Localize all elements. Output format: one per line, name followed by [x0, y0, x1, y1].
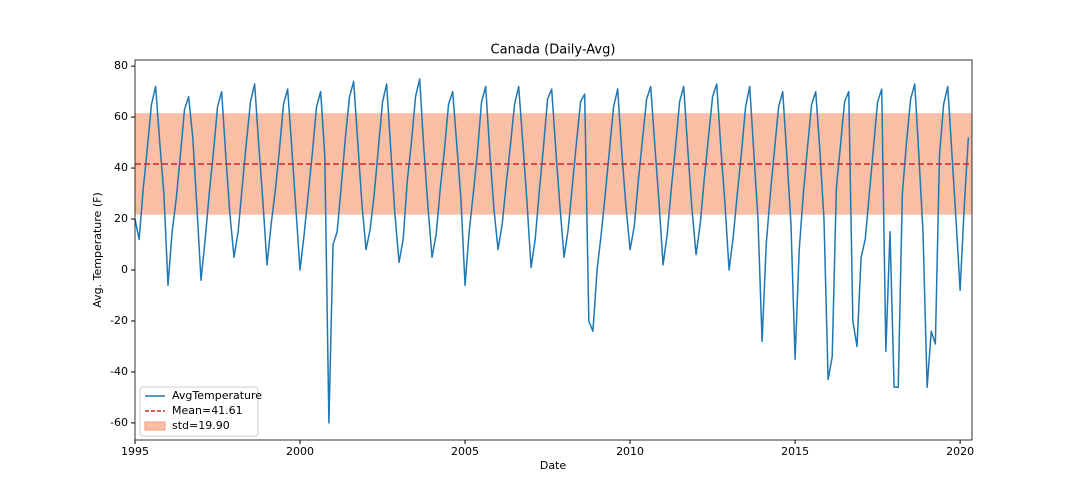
y-tick-label: -60 [110, 416, 128, 429]
legend-label: AvgTemperature [172, 389, 262, 402]
y-tick-label: 80 [114, 59, 128, 72]
y-tick-label: 0 [121, 263, 128, 276]
legend-patch [144, 421, 166, 431]
x-tick-label: 1995 [121, 445, 149, 458]
x-axis-label: Date [540, 459, 567, 472]
y-tick-label: 40 [114, 161, 128, 174]
x-tick-label: 2000 [286, 445, 314, 458]
x-tick-label: 2020 [946, 445, 974, 458]
x-tick-label: 2015 [781, 445, 809, 458]
y-tick-label: 20 [114, 212, 128, 225]
y-tick-label: -40 [110, 365, 128, 378]
plot-frame [134, 59, 973, 441]
y-axis-label: Avg. Temperature (F) [91, 192, 104, 307]
data-line [134, 78, 970, 424]
legend-label: std=19.90 [172, 419, 230, 432]
y-tick-label: -20 [110, 314, 128, 327]
x-tick-label: 2005 [451, 445, 479, 458]
legend-label: Mean=41.61 [172, 404, 243, 417]
legend: AvgTemperature Mean=41.61 std=19.90 [139, 386, 262, 437]
legend-box [139, 386, 259, 437]
x-tick-label: 2010 [616, 445, 644, 458]
y-tick-label: 60 [114, 110, 128, 123]
chart-title: Canada (Daily-Avg) [491, 43, 616, 58]
